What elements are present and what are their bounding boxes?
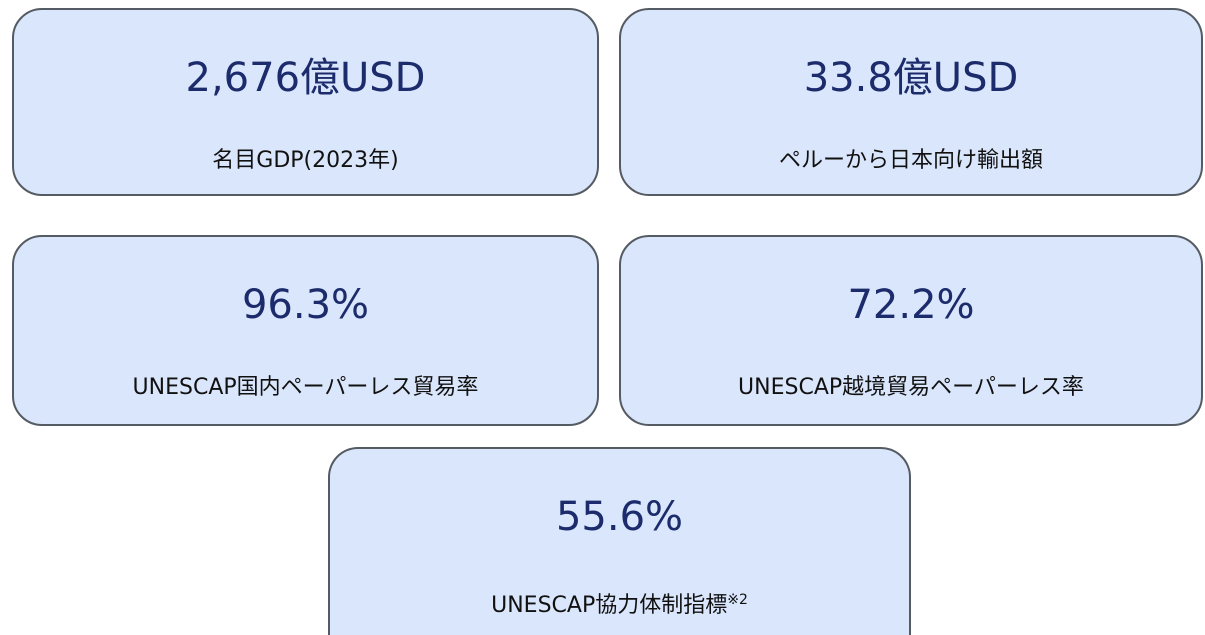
- stat-label: ペルーから日本向け輸出額: [778, 148, 1043, 173]
- stat-label: UNESCAP越境貿易ペーパーレス率: [738, 375, 1084, 400]
- stat-card: 55.6% UNESCAP協力体制指標※2: [328, 447, 911, 635]
- stat-card: 2,676億USD 名目GDP(2023年): [12, 8, 599, 196]
- label-text: UNESCAP協力体制指標: [491, 593, 728, 618]
- stat-value: 55.6%: [555, 494, 684, 540]
- stat-card: 33.8億USD ペルーから日本向け輸出額: [619, 8, 1203, 196]
- stat-value: 33.8億USD: [803, 55, 1019, 101]
- stat-value: 2,676億USD: [185, 55, 426, 101]
- stat-card: 96.3% UNESCAP国内ペーパーレス貿易率: [12, 235, 599, 426]
- stat-value: 72.2%: [847, 282, 975, 328]
- stat-label: UNESCAP国内ペーパーレス貿易率: [132, 375, 479, 400]
- stat-value: 96.3%: [241, 282, 370, 328]
- stat-label: UNESCAP協力体制指標※2: [330, 583, 909, 623]
- stat-label: 名目GDP(2023年): [212, 148, 399, 173]
- footnote-mark: ※2: [727, 592, 748, 608]
- stat-card: 72.2% UNESCAP越境貿易ペーパーレス率: [619, 235, 1203, 426]
